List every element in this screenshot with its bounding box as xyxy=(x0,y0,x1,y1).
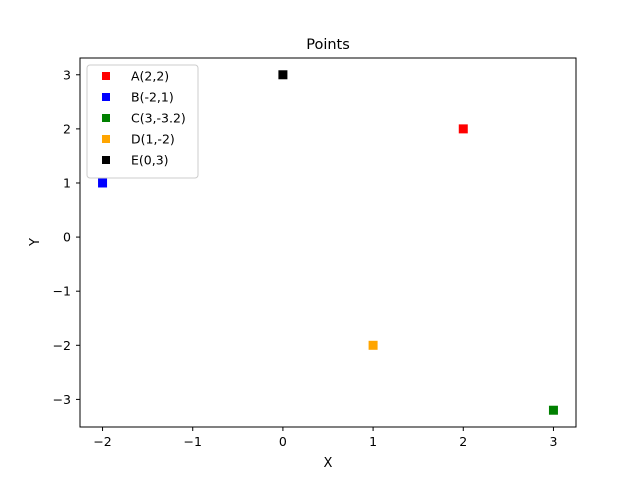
data-point xyxy=(98,178,108,188)
y-tick-label: 2 xyxy=(63,121,71,136)
y-axis-label: Y xyxy=(28,238,43,247)
plot-frame xyxy=(79,57,577,428)
data-point xyxy=(458,124,468,134)
legend-label: D(1,-2) xyxy=(131,132,175,147)
x-tick-label: −1 xyxy=(184,434,202,449)
x-tick-label: 2 xyxy=(459,434,467,449)
x-tick-label: 0 xyxy=(279,434,287,449)
legend-label: B(-2,1) xyxy=(131,90,174,105)
y-tick-label: −3 xyxy=(53,392,71,407)
x-tick-label: 3 xyxy=(549,434,557,449)
x-tick-label: −2 xyxy=(93,434,111,449)
data-point xyxy=(368,340,378,350)
y-tick-label: −2 xyxy=(53,338,71,353)
x-axis-label: X xyxy=(324,456,333,471)
data-point xyxy=(278,70,288,80)
y-tick-label: −1 xyxy=(53,284,71,299)
y-tick-label: 3 xyxy=(63,67,71,82)
y-tick-label: 0 xyxy=(63,230,71,245)
legend-marker xyxy=(102,156,110,164)
axis-ticks: −2 −1 0 1 2 3 −3 −2 −1 0 1 2 3 xyxy=(53,67,558,449)
legend-marker xyxy=(102,114,110,122)
legend: A(2,2) B(-2,1) C(3,-3.2) D(1,-2) E(0,3) xyxy=(86,64,199,179)
legend-box xyxy=(86,64,199,179)
y-tick-label: 1 xyxy=(63,175,71,190)
legend-label: E(0,3) xyxy=(131,153,169,168)
legend-marker xyxy=(102,72,110,80)
data-points xyxy=(98,70,558,415)
x-tick-label: 1 xyxy=(369,434,377,449)
data-point xyxy=(548,405,558,415)
legend-label: C(3,-3.2) xyxy=(131,111,186,126)
legend-marker xyxy=(102,135,110,143)
legend-marker xyxy=(102,93,110,101)
legend-label: A(2,2) xyxy=(131,69,169,84)
chart-title: Points xyxy=(306,37,350,53)
